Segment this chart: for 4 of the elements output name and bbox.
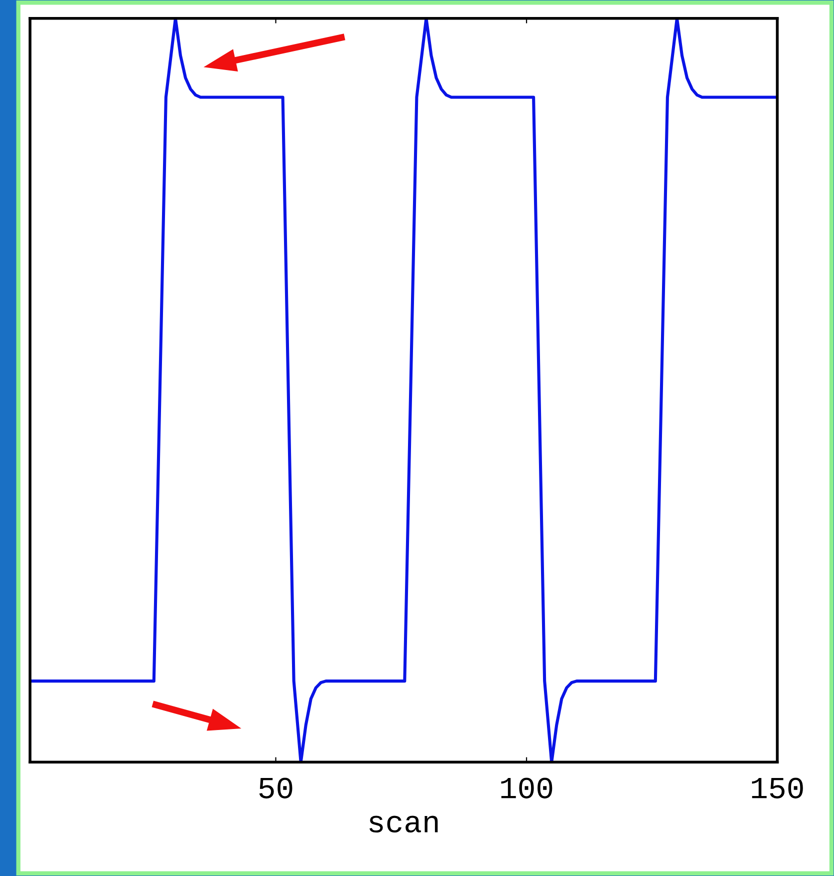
x-tick-label: 100 [501,778,552,798]
x-tick-label: 50 [259,778,292,798]
x-axis-title: scan [369,816,438,832]
x-tick-label: 150 [752,778,803,798]
